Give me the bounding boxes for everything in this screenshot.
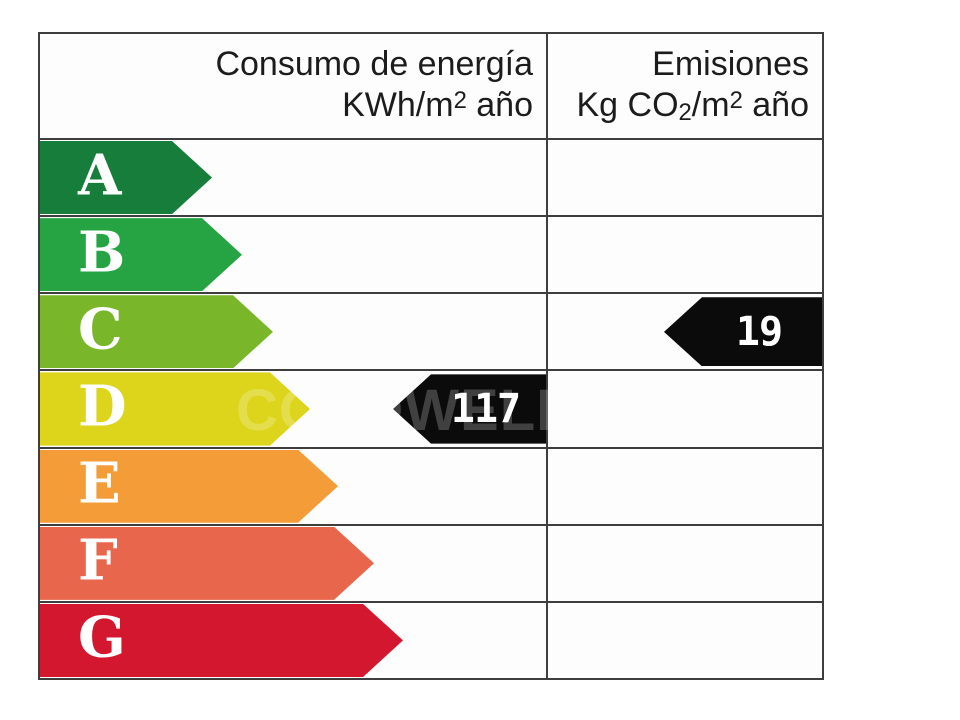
- energy-rating-table: Consumo de energía KWh/m2 año Emisiones …: [38, 32, 824, 680]
- rating-letter-c: C: [78, 296, 123, 363]
- header-emissions: Emisiones Kg CO2/m2 año: [548, 34, 822, 138]
- consumption-cell-b: B: [40, 217, 548, 293]
- rating-arrow-b: B: [40, 218, 242, 291]
- consumption-cell-a: A: [40, 140, 548, 216]
- rating-letter-a: A: [78, 141, 122, 208]
- header-emissions-line1: Emisiones: [652, 44, 809, 83]
- rating-row-d: D 117: [40, 371, 822, 449]
- emissions-cell-c: 19: [548, 294, 822, 369]
- header-consumption-line1: Consumo de energía: [215, 44, 533, 83]
- emissions-cell-a: [548, 140, 822, 215]
- rating-row-e: E: [40, 448, 822, 526]
- consumption-cell-e: E: [40, 448, 548, 524]
- consumption-value: 117: [450, 385, 521, 432]
- rating-letter-f: F: [78, 527, 118, 594]
- consumption-cell-c: C: [40, 294, 548, 370]
- consumption-cell-f: F: [40, 525, 548, 601]
- rating-letter-b: B: [78, 219, 126, 286]
- emissions-cell-f: [548, 526, 822, 601]
- subscript-2: 2: [678, 99, 692, 127]
- rating-arrow-e: E: [40, 450, 338, 523]
- header-consumption: Consumo de energía KWh/m2 año: [40, 34, 548, 138]
- superscript-2: 2: [453, 86, 467, 114]
- rating-letter-e: E: [78, 450, 121, 517]
- rating-arrow-c: C: [40, 295, 273, 368]
- emissions-cell-b: [548, 217, 822, 292]
- rating-row-b: B: [40, 217, 822, 295]
- consumption-cell-g: G: [40, 602, 548, 678]
- superscript-2: 2: [729, 86, 743, 114]
- consumption-cell-d: D 117: [40, 371, 548, 447]
- rating-row-f: F: [40, 525, 822, 603]
- rating-arrow-g: G: [40, 604, 403, 677]
- header-emissions-line2: Kg CO2/m2 año: [576, 85, 809, 127]
- rating-row-c: C 19: [40, 294, 822, 372]
- emissions-indicator-arrow: 19: [664, 297, 822, 367]
- table-header-row: Consumo de energía KWh/m2 año Emisiones …: [40, 34, 822, 140]
- rating-letter-d: D: [78, 373, 127, 440]
- emissions-cell-g: [548, 603, 822, 678]
- consumption-indicator-arrow: 117: [393, 374, 546, 444]
- rating-rows: A B C 19: [40, 140, 822, 678]
- rating-arrow-f: F: [40, 527, 374, 600]
- rating-row-g: G: [40, 602, 822, 678]
- header-consumption-line2: KWh/m2 año: [342, 85, 533, 124]
- emissions-value: 19: [735, 308, 783, 355]
- rating-row-a: A: [40, 140, 822, 218]
- emissions-cell-d: [548, 371, 822, 446]
- emissions-cell-e: [548, 449, 822, 524]
- rating-arrow-a: A: [40, 141, 212, 214]
- rating-arrow-d: D: [40, 372, 310, 445]
- rating-letter-g: G: [78, 604, 126, 671]
